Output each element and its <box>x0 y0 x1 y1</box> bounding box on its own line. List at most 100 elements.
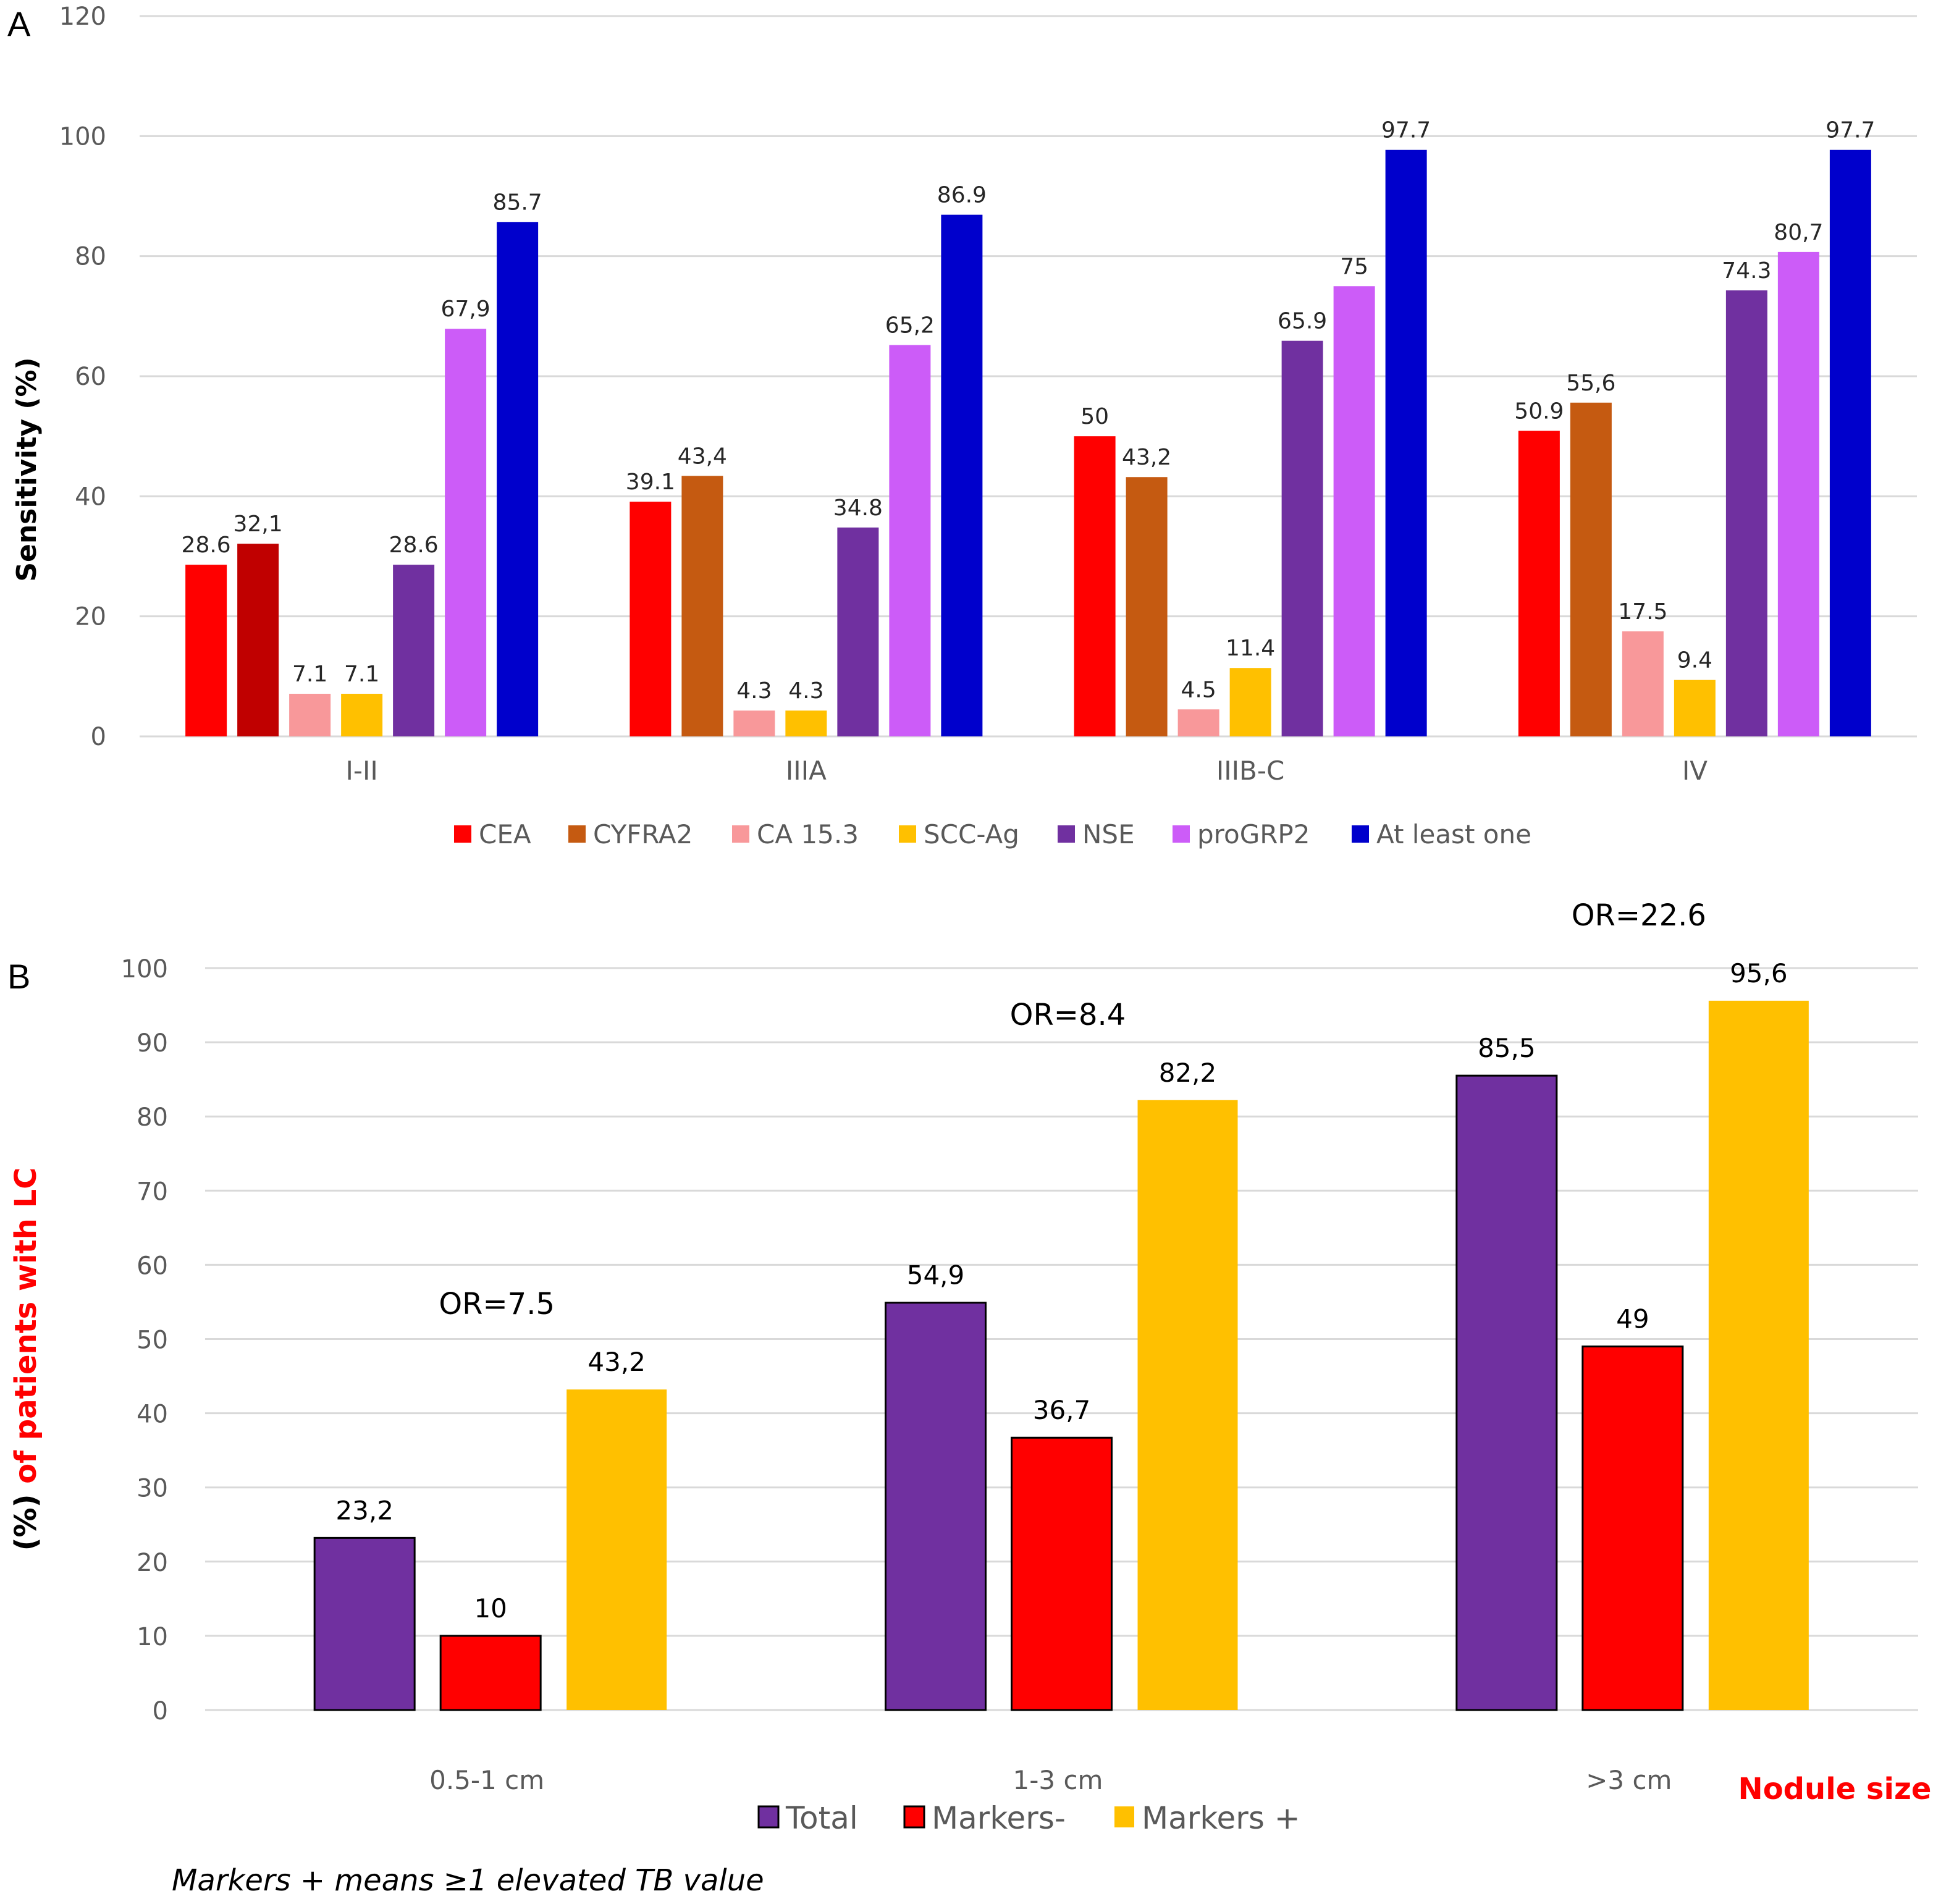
data-label: 95,6 <box>1730 958 1788 988</box>
panel-a-legend: CEA CYFRA2 CA 15.3 SCC-Ag NSE proGRP2 At least… <box>454 819 1531 849</box>
category-label: IIIA <box>786 756 827 786</box>
y-tick-label: 40 <box>75 482 106 511</box>
panel-a-gridlines <box>140 15 1917 738</box>
category-label: >3 cm <box>1586 1765 1672 1795</box>
data-label: 34.8 <box>833 495 883 521</box>
panel-b-letter: B <box>7 957 30 996</box>
legend-label: SCC-Ag <box>924 819 1019 849</box>
bar-cyfra2 <box>1126 477 1168 736</box>
data-label: 36,7 <box>1033 1395 1091 1425</box>
data-label: 97.7 <box>1826 118 1875 143</box>
legend-swatch <box>1173 825 1190 843</box>
panel-b-odds-ratio-annotations: OR=7.5 OR=8.4 OR=22.6 <box>439 898 1706 1321</box>
y-tick-label: 100 <box>121 955 168 984</box>
y-tick-label: 20 <box>137 1549 168 1577</box>
bar-at-least-one <box>941 214 983 736</box>
panel-b-chart: B 0 10 20 30 40 50 60 70 80 90 100 (%) of patients… <box>7 898 1931 1898</box>
data-label: 85.7 <box>493 190 542 215</box>
legend-label: CEA <box>479 819 531 849</box>
category-label: 0.5-1 cm <box>429 1765 544 1795</box>
panel-b-y-axis-label-part-1: (%) <box>9 1484 43 1551</box>
bar-scc-ag <box>1674 680 1716 736</box>
legend-swatch <box>757 1805 780 1829</box>
legend-swatch <box>568 825 586 843</box>
bar-scc-ag <box>785 710 827 736</box>
bar-cyfra2 <box>237 544 279 736</box>
data-label: 82,2 <box>1159 1058 1217 1088</box>
bar-scc-ag <box>1229 668 1271 736</box>
y-tick-label: 90 <box>137 1029 168 1058</box>
y-tick-label: 70 <box>137 1177 168 1206</box>
panel-b-x-axis-title: Nodule size <box>1738 1772 1932 1806</box>
bar-ca-15-3 <box>1622 631 1664 736</box>
data-label: 86.9 <box>937 183 987 208</box>
bar-markers- <box>1581 1346 1684 1711</box>
data-label: 17.5 <box>1618 599 1667 625</box>
category-label: 1-3 cm <box>1013 1765 1103 1795</box>
bar-markers- <box>439 1635 542 1711</box>
data-label: 9.4 <box>1677 648 1712 673</box>
legend-swatch <box>1114 1806 1134 1827</box>
bar-progrp2 <box>889 345 931 736</box>
data-label: 55,6 <box>1566 371 1615 396</box>
bar-nse <box>1725 290 1767 737</box>
panel-b-legend: Total Markers- Markers + <box>757 1800 1300 1836</box>
panel-b-data-labels: 23,2 10 43,2 54,9 36,7 82,2 85,5 49 95,6 <box>335 958 1787 1624</box>
data-label: 43,4 <box>678 444 727 469</box>
data-label: 50 <box>1080 404 1109 429</box>
legend-label: CYFRA2 <box>593 819 693 849</box>
legend-label: proGRP2 <box>1197 819 1310 849</box>
data-label: 23,2 <box>335 1495 394 1525</box>
data-label: 74.3 <box>1722 258 1771 284</box>
legend-swatch <box>903 1805 925 1829</box>
y-tick-label: 60 <box>75 363 106 391</box>
data-label: 49 <box>1616 1304 1649 1334</box>
bar-markers- <box>1011 1436 1113 1711</box>
bar-cyfra2 <box>681 476 723 736</box>
bar-cea <box>630 502 672 736</box>
panel-a-bars <box>185 150 1871 737</box>
odds-ratio-label: OR=22.6 <box>1572 898 1706 933</box>
bar-nse <box>1281 340 1323 736</box>
panel-a-y-ticks: 0 20 40 60 80 100 120 <box>59 2 106 751</box>
legend-label: NSE <box>1082 819 1135 849</box>
y-tick-label: 120 <box>59 2 106 31</box>
y-tick-label: 0 <box>153 1697 168 1725</box>
bar-nse <box>837 527 879 736</box>
data-label: 39.1 <box>626 470 675 495</box>
data-label: 54,9 <box>907 1260 965 1291</box>
y-tick-label: 0 <box>91 723 106 751</box>
legend-swatch <box>1352 825 1369 843</box>
data-label: 65,2 <box>885 313 935 338</box>
bar-cea <box>1518 431 1560 736</box>
y-tick-label: 100 <box>59 122 106 151</box>
panel-a-y-axis-label: Sensitivity (%) <box>11 357 43 581</box>
bar-markers- <box>1708 1000 1809 1710</box>
bar-total <box>885 1302 987 1711</box>
bar-progrp2 <box>445 329 487 736</box>
legend-swatch <box>899 825 916 843</box>
legend-label: Markers- <box>932 1800 1066 1836</box>
bar-at-least-one <box>1385 150 1427 737</box>
data-label: 7.1 <box>292 662 327 687</box>
y-tick-label: 80 <box>75 243 106 271</box>
legend-swatch <box>732 825 749 843</box>
data-label: 4.5 <box>1181 677 1216 702</box>
y-tick-label: 10 <box>137 1623 168 1651</box>
category-label: I-II <box>345 756 377 786</box>
bar-at-least-one <box>1829 150 1871 737</box>
category-label: IV <box>1682 756 1708 786</box>
data-label: 4.3 <box>736 678 772 704</box>
data-label: 7.1 <box>344 662 379 687</box>
panel-b-category-labels: 0.5-1 cm 1-3 cm >3 cm <box>429 1765 1672 1795</box>
data-label: 28.6 <box>182 533 231 558</box>
data-label: 11.4 <box>1226 636 1275 661</box>
data-label: 4.3 <box>788 678 823 704</box>
panel-b-y-ticks: 0 10 20 30 40 50 60 70 80 90 100 <box>121 955 168 1725</box>
bar-ca-15-3 <box>733 710 775 736</box>
legend-label: Markers + <box>1142 1800 1300 1836</box>
bar-total <box>313 1536 416 1711</box>
panel-b-footnote: Markers + means ≥1 elevated TB value <box>172 1863 764 1898</box>
data-label: 32,1 <box>234 512 283 537</box>
